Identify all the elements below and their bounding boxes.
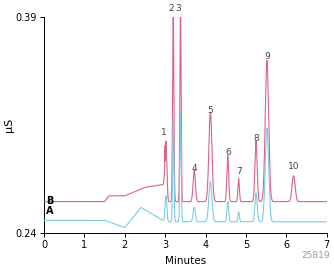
Text: 8: 8	[253, 134, 259, 143]
Text: 1: 1	[161, 128, 167, 137]
Text: 5: 5	[207, 106, 213, 115]
Text: 25819: 25819	[301, 251, 330, 260]
Text: 10: 10	[288, 163, 299, 171]
Text: 7: 7	[236, 167, 241, 176]
Text: A: A	[46, 206, 54, 216]
Text: 2: 2	[168, 4, 174, 13]
Text: 4: 4	[191, 164, 197, 173]
Text: 9: 9	[264, 52, 270, 60]
Y-axis label: μS: μS	[4, 118, 14, 133]
Text: B: B	[46, 196, 53, 206]
Text: 6: 6	[225, 148, 231, 157]
Text: 3: 3	[176, 4, 181, 13]
X-axis label: Minutes: Minutes	[165, 256, 206, 266]
